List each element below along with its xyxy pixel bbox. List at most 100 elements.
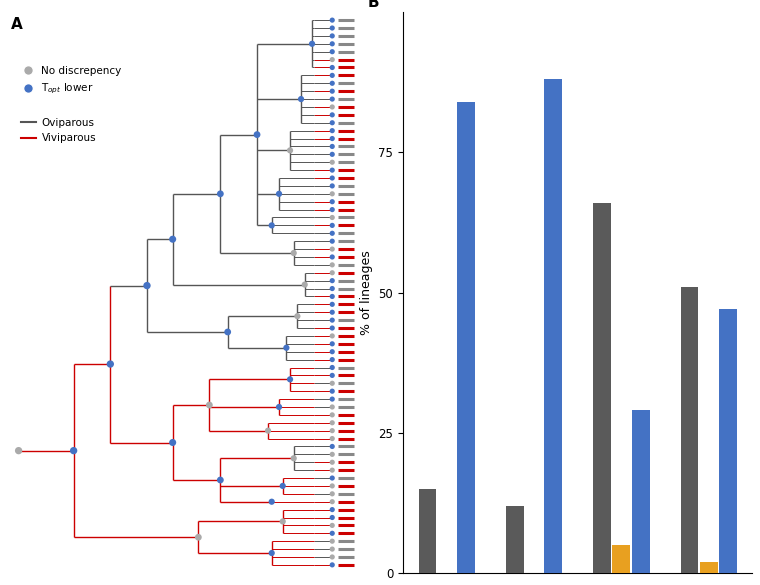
Point [326, 213, 338, 222]
Point [277, 481, 289, 491]
Point [326, 39, 338, 49]
Point [326, 545, 338, 554]
Point [326, 339, 338, 349]
Point [326, 102, 338, 112]
Point [326, 87, 338, 96]
Point [326, 71, 338, 80]
Point [326, 434, 338, 443]
Point [326, 457, 338, 467]
Point [326, 47, 338, 56]
Point [266, 221, 278, 230]
Point [222, 327, 234, 336]
Legend: No discrepency, T$_{opt}$ lower, , Oviparous, Viviparous: No discrepency, T$_{opt}$ lower, , Ovipa… [17, 62, 126, 147]
Point [203, 400, 215, 410]
Bar [457, 102, 475, 573]
Point [299, 280, 311, 290]
Point [326, 497, 338, 507]
Point [326, 378, 338, 388]
Point [326, 252, 338, 261]
Point [262, 426, 274, 435]
Point [326, 560, 338, 570]
Point [326, 387, 338, 396]
Point [326, 529, 338, 538]
Point [284, 374, 296, 384]
Point [326, 347, 338, 356]
Bar [506, 506, 524, 573]
Point [68, 446, 80, 455]
Point [326, 473, 338, 483]
Point [326, 276, 338, 285]
Point [326, 371, 338, 380]
Point [326, 402, 338, 412]
Point [326, 260, 338, 270]
Point [326, 331, 338, 340]
Point [251, 130, 263, 139]
Point [166, 235, 179, 244]
Point [326, 268, 338, 277]
Point [326, 63, 338, 72]
Point [326, 466, 338, 475]
Point [326, 489, 338, 498]
Point [280, 343, 293, 352]
Point [326, 229, 338, 238]
Point [192, 532, 204, 542]
Point [273, 189, 285, 198]
Point [326, 55, 338, 64]
Point [326, 426, 338, 435]
Point [326, 481, 338, 491]
Y-axis label: % of lineages: % of lineages [360, 250, 373, 335]
Point [326, 300, 338, 309]
Point [326, 110, 338, 119]
Point [326, 189, 338, 198]
Point [326, 292, 338, 301]
Point [326, 31, 338, 40]
Point [326, 536, 338, 546]
Point [326, 197, 338, 207]
Bar [681, 287, 698, 573]
Point [326, 245, 338, 254]
Point [326, 23, 338, 33]
Point [326, 363, 338, 372]
Point [104, 359, 116, 369]
Point [326, 157, 338, 167]
Point [326, 450, 338, 459]
Point [326, 284, 338, 293]
Point [287, 249, 299, 258]
Bar [719, 309, 737, 573]
Bar [700, 562, 717, 573]
Point [326, 142, 338, 151]
Point [326, 355, 338, 364]
Bar [594, 202, 611, 573]
Bar [613, 545, 630, 573]
Point [326, 78, 338, 88]
Point [326, 118, 338, 128]
Point [166, 438, 179, 447]
Point [326, 513, 338, 522]
Point [326, 173, 338, 183]
Point [214, 189, 226, 198]
Point [306, 39, 318, 49]
Point [295, 94, 307, 104]
Point [12, 446, 24, 455]
Point [326, 236, 338, 246]
Point [141, 281, 153, 290]
Point [326, 315, 338, 325]
Point [277, 517, 289, 526]
Point [326, 324, 338, 333]
Point [326, 552, 338, 562]
Point [326, 308, 338, 317]
Point [326, 418, 338, 428]
Point [273, 402, 285, 412]
Point [326, 15, 338, 25]
Point [266, 497, 278, 507]
Bar [419, 489, 436, 573]
Point [326, 442, 338, 451]
Point [326, 205, 338, 214]
Point [326, 166, 338, 175]
Point [326, 394, 338, 404]
Point [326, 134, 338, 143]
Point [287, 453, 299, 463]
Point [284, 146, 296, 155]
Point [326, 150, 338, 159]
Point [326, 505, 338, 514]
